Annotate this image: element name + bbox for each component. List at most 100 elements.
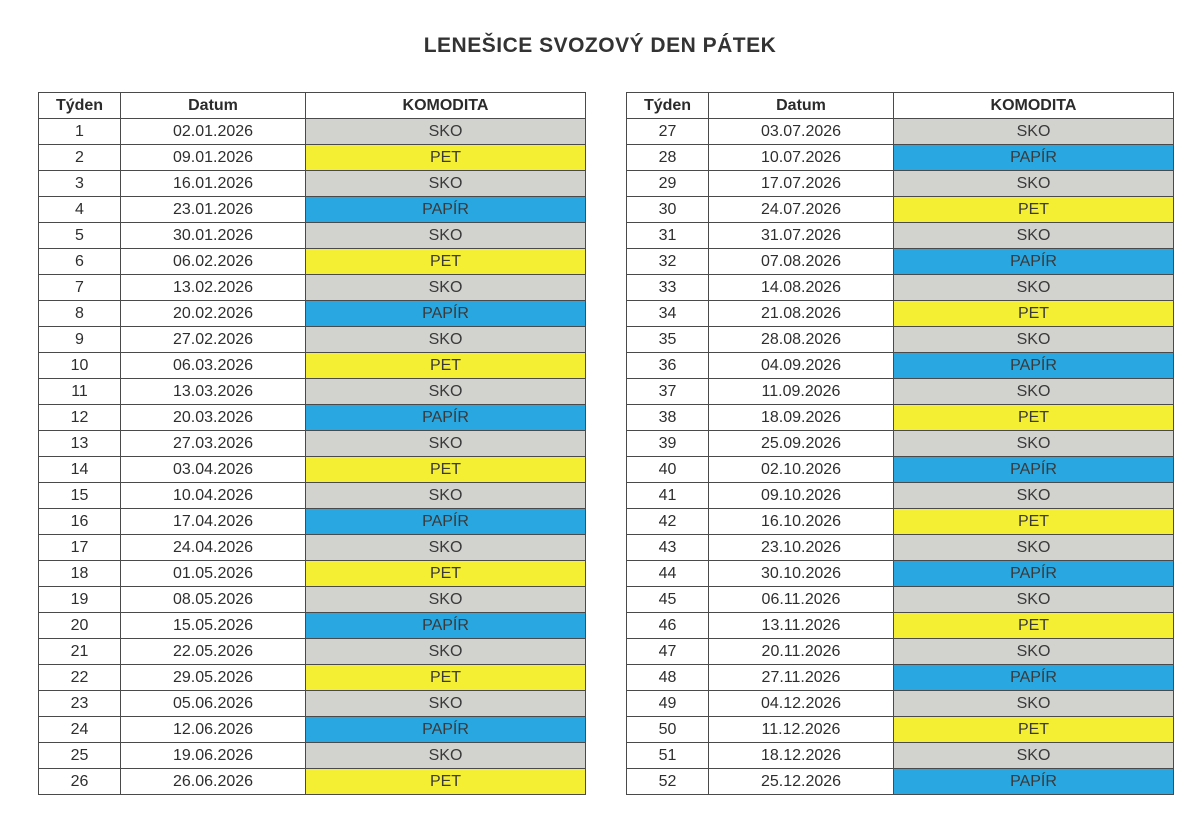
- week-cell: 7: [38, 274, 121, 301]
- commodity-cell: SKO: [305, 118, 586, 145]
- week-cell: 26: [38, 768, 121, 795]
- commodity-cell: SKO: [305, 326, 586, 353]
- week-cell: 16: [38, 508, 121, 535]
- page-title: LENEŠICE SVOZOVÝ DEN PÁTEK: [423, 34, 777, 57]
- week-cell: 51: [626, 742, 709, 769]
- table-row: 41 09.10.2026 SKO: [626, 482, 1174, 509]
- date-cell: 13.11.2026: [708, 612, 894, 639]
- commodity-cell: PAPÍR: [305, 508, 586, 535]
- week-cell: 21: [38, 638, 121, 665]
- table-row: 21 22.05.2026 SKO: [38, 638, 586, 665]
- table-row: 26 26.06.2026 PET: [38, 768, 586, 795]
- commodity-cell: SKO: [893, 638, 1174, 665]
- week-cell: 44: [626, 560, 709, 587]
- table-header-row: Týden Datum KOMODITA: [626, 92, 1174, 119]
- week-cell: 6: [38, 248, 121, 275]
- commodity-cell: PET: [305, 768, 586, 795]
- date-cell: 27.02.2026: [120, 326, 306, 353]
- date-cell: 14.08.2026: [708, 274, 894, 301]
- table-row: 49 04.12.2026 SKO: [626, 690, 1174, 717]
- commodity-cell: PET: [305, 664, 586, 691]
- commodity-cell: PET: [305, 248, 586, 275]
- date-cell: 17.04.2026: [120, 508, 306, 535]
- commodity-cell: PET: [893, 716, 1174, 743]
- commodity-cell: SKO: [305, 690, 586, 717]
- date-cell: 02.01.2026: [120, 118, 306, 145]
- commodity-cell: SKO: [305, 170, 586, 197]
- week-cell: 49: [626, 690, 709, 717]
- week-cell: 38: [626, 404, 709, 431]
- table-row: 48 27.11.2026 PAPÍR: [626, 664, 1174, 691]
- week-cell: 40: [626, 456, 709, 483]
- table-row: 34 21.08.2026 PET: [626, 300, 1174, 327]
- week-cell: 52: [626, 768, 709, 795]
- table-row: 20 15.05.2026 PAPÍR: [38, 612, 586, 639]
- week-cell: 33: [626, 274, 709, 301]
- table-row: 47 20.11.2026 SKO: [626, 638, 1174, 665]
- col-header-week: Týden: [38, 92, 121, 119]
- date-cell: 03.04.2026: [120, 456, 306, 483]
- week-cell: 11: [38, 378, 121, 405]
- table-row: 16 17.04.2026 PAPÍR: [38, 508, 586, 535]
- table-row: 24 12.06.2026 PAPÍR: [38, 716, 586, 743]
- table-row: 50 11.12.2026 PET: [626, 716, 1174, 743]
- commodity-cell: SKO: [893, 222, 1174, 249]
- commodity-cell: SKO: [305, 638, 586, 665]
- date-cell: 09.01.2026: [120, 144, 306, 171]
- table-row: 9 27.02.2026 SKO: [38, 326, 586, 353]
- table-row: 30 24.07.2026 PET: [626, 196, 1174, 223]
- commodity-cell: SKO: [305, 222, 586, 249]
- commodity-cell: PAPÍR: [305, 404, 586, 431]
- week-cell: 4: [38, 196, 121, 223]
- week-cell: 46: [626, 612, 709, 639]
- week-cell: 20: [38, 612, 121, 639]
- table-row: 45 06.11.2026 SKO: [626, 586, 1174, 613]
- commodity-cell: PAPÍR: [893, 248, 1174, 275]
- commodity-cell: SKO: [893, 274, 1174, 301]
- date-cell: 03.07.2026: [708, 118, 894, 145]
- commodity-cell: PET: [305, 352, 586, 379]
- commodity-cell: SKO: [305, 534, 586, 561]
- commodity-cell: PET: [305, 456, 586, 483]
- commodity-cell: SKO: [893, 430, 1174, 457]
- date-cell: 31.07.2026: [708, 222, 894, 249]
- date-cell: 30.01.2026: [120, 222, 306, 249]
- commodity-cell: SKO: [893, 586, 1174, 613]
- col-header-week: Týden: [626, 92, 709, 119]
- date-cell: 18.09.2026: [708, 404, 894, 431]
- week-cell: 15: [38, 482, 121, 509]
- commodity-cell: PAPÍR: [893, 352, 1174, 379]
- date-cell: 28.08.2026: [708, 326, 894, 353]
- table-row: 29 17.07.2026 SKO: [626, 170, 1174, 197]
- week-cell: 30: [626, 196, 709, 223]
- date-cell: 16.10.2026: [708, 508, 894, 535]
- table-row: 33 14.08.2026 SKO: [626, 274, 1174, 301]
- table-row: 27 03.07.2026 SKO: [626, 118, 1174, 145]
- date-cell: 13.02.2026: [120, 274, 306, 301]
- commodity-cell: SKO: [893, 118, 1174, 145]
- week-cell: 47: [626, 638, 709, 665]
- table-row: 7 13.02.2026 SKO: [38, 274, 586, 301]
- date-cell: 20.11.2026: [708, 638, 894, 665]
- commodity-cell: PAPÍR: [893, 560, 1174, 587]
- table-row: 2 09.01.2026 PET: [38, 144, 586, 171]
- table-row: 11 13.03.2026 SKO: [38, 378, 586, 405]
- commodity-cell: SKO: [893, 690, 1174, 717]
- commodity-cell: PAPÍR: [893, 144, 1174, 171]
- week-cell: 13: [38, 430, 121, 457]
- commodity-cell: PET: [893, 508, 1174, 535]
- commodity-cell: SKO: [893, 534, 1174, 561]
- week-cell: 5: [38, 222, 121, 249]
- col-header-commodity: KOMODITA: [305, 92, 586, 119]
- date-cell: 22.05.2026: [120, 638, 306, 665]
- date-cell: 06.03.2026: [120, 352, 306, 379]
- week-cell: 32: [626, 248, 709, 275]
- date-cell: 27.03.2026: [120, 430, 306, 457]
- table-row: 28 10.07.2026 PAPÍR: [626, 144, 1174, 171]
- table-row: 15 10.04.2026 SKO: [38, 482, 586, 509]
- week-cell: 48: [626, 664, 709, 691]
- week-cell: 18: [38, 560, 121, 587]
- week-cell: 14: [38, 456, 121, 483]
- table-row: 10 06.03.2026 PET: [38, 352, 586, 379]
- week-cell: 19: [38, 586, 121, 613]
